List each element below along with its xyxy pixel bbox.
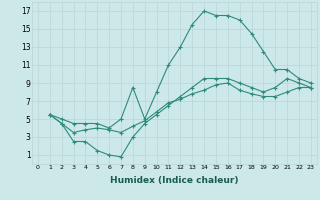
- X-axis label: Humidex (Indice chaleur): Humidex (Indice chaleur): [110, 176, 239, 185]
